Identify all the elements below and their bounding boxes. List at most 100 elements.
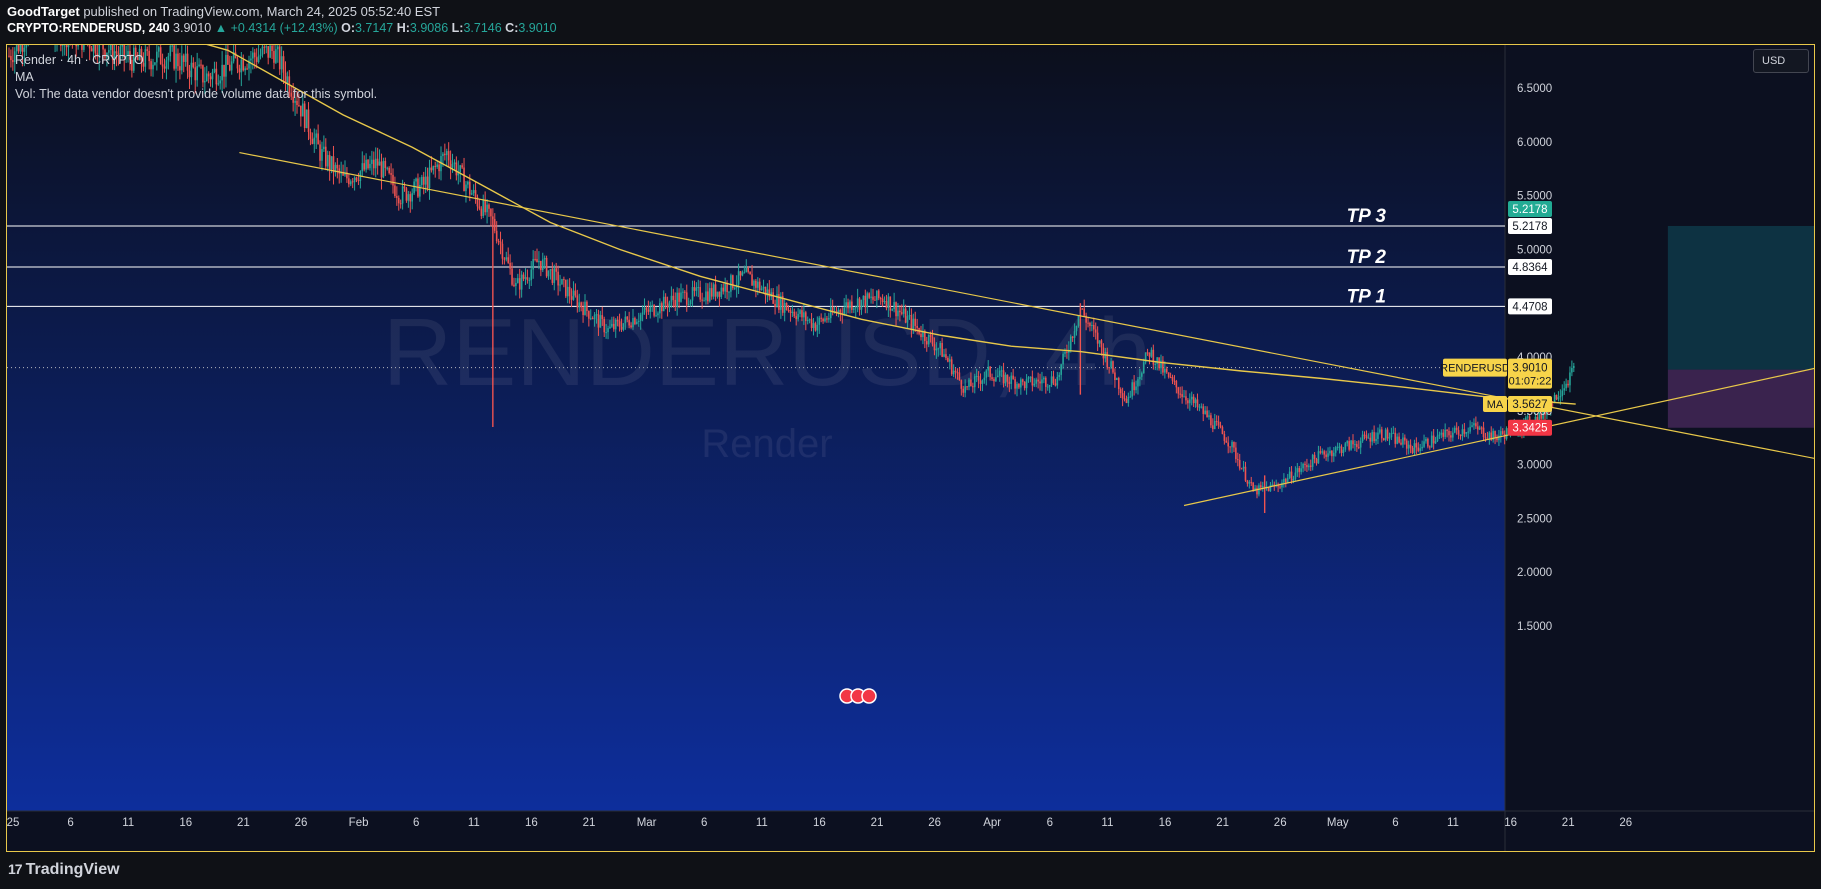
y-tick-label: 6.0000 [1517,137,1552,149]
candle-body [1021,379,1024,382]
candle-body [622,323,625,330]
candle-body [703,300,705,302]
candle-body [286,76,289,83]
candle-body [1404,437,1406,441]
candle-body [1323,451,1325,455]
legend-volume[interactable]: Vol: The data vendor doesn't provide vol… [15,87,378,101]
candle-body [411,193,413,202]
candle-body [998,370,1001,376]
symbol-name[interactable]: CRYPTO:RENDERUSD, 240 [7,21,170,35]
candle-body [1073,331,1076,338]
candle-body [691,287,694,301]
candle-body [1204,410,1206,414]
candle-body [277,46,279,50]
candle-body [637,320,640,322]
candle-body [1484,437,1487,439]
candle-body [943,354,945,357]
close-value: 3.9010 [518,21,557,35]
candle-body [1319,451,1322,453]
candle-body [12,60,14,63]
candle-body [945,354,947,358]
candle-body [150,61,152,70]
candle-body [1371,432,1373,442]
candle-body [995,377,997,382]
candle-body [60,45,62,46]
candle-body [956,372,959,374]
candle-body [1213,421,1216,429]
candle-body [303,103,306,129]
candle-body [1225,440,1228,443]
candle-body [1452,432,1454,438]
candle-body [854,306,857,309]
candle-body [941,343,943,357]
candle-body [225,54,227,77]
legend-ma[interactable]: MA [15,70,34,84]
candle-body [1311,454,1314,467]
candle-body [624,316,627,324]
candle-body [1223,433,1226,441]
candle-body [269,45,271,58]
candle-body [282,56,285,73]
candle-body [488,204,490,209]
candle-body [693,287,696,291]
candle-body [1555,394,1558,400]
candle-body [1010,375,1013,385]
candle-body [396,196,398,198]
candle-body [676,292,678,307]
candle-body [1185,396,1187,401]
candle-body [1463,429,1466,434]
ma-tag-bg [1483,396,1507,413]
x-tick-label: 6 [67,817,73,829]
candle-body [973,376,976,388]
candle-body [342,171,344,176]
candle-body [672,295,675,300]
x-tick-label: 16 [179,817,192,829]
candle-body [1048,385,1051,387]
candle-body [618,321,621,327]
candle-body [628,319,630,326]
candle-body [559,284,561,286]
close-label: C: [505,21,519,35]
candle-body [67,45,70,48]
event-flag-icon-3 [861,688,877,704]
candle-body [1357,446,1360,448]
candle-body [409,194,412,202]
level-label-2: TP 2 [1347,247,1387,268]
candle-body [515,282,517,286]
axis-price-label-bg [1508,259,1552,276]
candle-body [565,279,567,297]
candle-body [1569,372,1571,386]
candle-body [545,257,548,277]
candle-body [799,310,801,314]
candle-body [313,137,316,144]
candle-body [805,312,807,321]
candle-body [1192,396,1195,404]
candle-body [924,331,926,342]
tradingview-logo[interactable]: 17 TradingView [8,861,120,879]
candle-body [636,321,638,324]
candle-body [1058,374,1061,377]
author-name[interactable]: GoodTarget [7,4,80,19]
candle-body [970,379,972,387]
candle-body [184,53,187,62]
candle-body [797,313,799,320]
candle-body [530,269,533,281]
candle-body [1260,485,1262,488]
currency-button[interactable]: USD [1753,49,1809,73]
candle-body [582,307,584,316]
candle-body [887,296,890,309]
candle-body [960,380,963,389]
candle-body [824,318,826,322]
candle-body [1283,479,1285,483]
candle-body [1450,435,1452,438]
candle-body [605,332,607,334]
candle-body [1023,381,1026,389]
axis-price-label-bg [1508,419,1552,436]
candle-body [265,46,268,48]
candle-body [939,343,941,349]
candle-body [1246,480,1249,484]
candle-body [806,320,809,322]
legend-title[interactable]: Render · 4h · CRYPTO [15,53,144,67]
